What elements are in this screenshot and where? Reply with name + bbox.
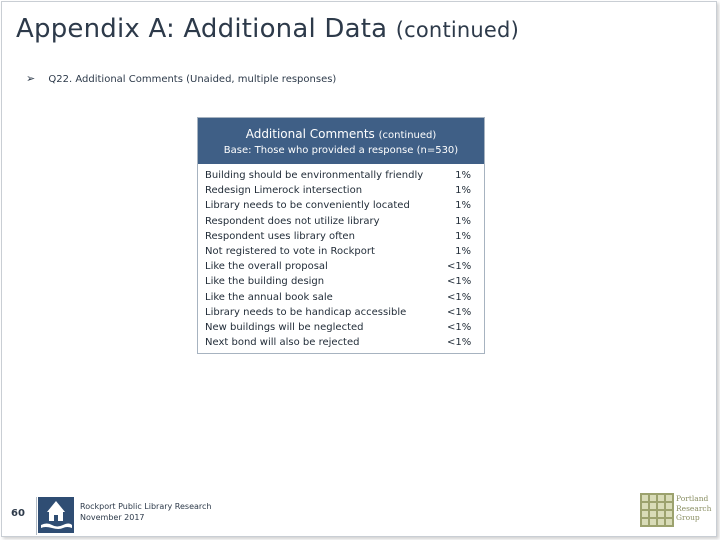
- question-bullet: ➢ Q22. Additional Comments (Unaided, mul…: [26, 72, 336, 85]
- row-label: Library needs to be handicap accessible: [205, 306, 407, 318]
- row-value: <1%: [447, 291, 472, 303]
- table-row: Like the annual book sale <1%: [198, 290, 484, 305]
- question-text: Q22. Additional Comments (Unaided, multi…: [48, 74, 337, 85]
- brand-line-3: Group: [676, 513, 700, 522]
- page-title: Appendix A: Additional Data (continued): [16, 14, 519, 44]
- table-row: Redesign Limerock intersection 1%: [198, 183, 484, 198]
- library-logo-icon: [38, 497, 74, 533]
- table-title-continued: (continued): [378, 130, 437, 141]
- footer-divider: [36, 497, 37, 535]
- table-row: New buildings will be neglected <1%: [198, 320, 484, 335]
- row-label: Building should be environmentally frien…: [205, 170, 424, 181]
- table-base: Base: Those who provided a response (n=5…: [223, 145, 459, 156]
- table-title-text: Additional Comments: [245, 127, 375, 141]
- brand-line-1: Portland: [676, 494, 709, 503]
- table-row: Respondent uses library often 1%: [198, 229, 484, 244]
- table-row: Next bond will also be rejected <1%: [198, 335, 484, 350]
- row-label: Respondent does not utilize library: [205, 215, 380, 227]
- table-row: Like the overall proposal <1%: [198, 259, 484, 274]
- brand-line-2: Research: [676, 503, 712, 513]
- row-label: Respondent uses library often: [205, 230, 355, 242]
- arrow-bullet-icon: ➢: [26, 72, 36, 85]
- footer-line-1: Rockport Public Library Research: [80, 502, 212, 511]
- row-value: 1%: [455, 230, 471, 242]
- row-value: 1%: [455, 200, 471, 212]
- title-continued: (continued): [395, 18, 519, 42]
- footer-caption: Rockport Public Library Research Novembe…: [80, 501, 212, 523]
- row-value: <1%: [447, 261, 472, 273]
- table-row: Library needs to be handicap accessible <…: [198, 305, 484, 320]
- row-label: New buildings will be neglected: [205, 321, 364, 333]
- table-header: Additional Comments (continued) Base: Th…: [198, 118, 484, 164]
- table-row: Building should be environmentally frien…: [198, 168, 484, 183]
- row-label: Like the building design: [205, 276, 325, 288]
- table-body: Building should be environmentally frien…: [198, 164, 484, 353]
- table-row: Library needs to be conveniently located…: [198, 198, 484, 213]
- brand-wordmark: Portland Research Group: [676, 494, 711, 523]
- table-row: Like the building design <1%: [198, 274, 484, 289]
- row-label: Like the annual book sale: [205, 291, 333, 303]
- row-label: Not registered to vote in Rockport: [205, 245, 375, 257]
- row-value: 1%: [455, 185, 471, 197]
- page-number: 60: [11, 508, 25, 519]
- table-title: Additional Comments (continued): [198, 127, 484, 141]
- table-row: Respondent does not utilize library 1%: [198, 214, 484, 229]
- row-value: 1%: [455, 170, 471, 181]
- row-value: <1%: [447, 306, 472, 318]
- row-value: <1%: [447, 321, 472, 333]
- row-label: Redesign Limerock intersection: [205, 185, 363, 197]
- row-label: Like the overall proposal: [205, 261, 328, 273]
- row-value: <1%: [447, 276, 472, 288]
- table-row: Not registered to vote in Rockport 1%: [198, 244, 484, 259]
- title-main: Appendix A: Additional Data: [16, 14, 388, 44]
- row-label: Library needs to be conveniently located: [205, 200, 410, 212]
- row-value: <1%: [447, 337, 472, 349]
- row-label: Next bond will also be rejected: [205, 337, 360, 349]
- row-value: 1%: [455, 245, 471, 257]
- row-value: 1%: [455, 215, 471, 227]
- portland-research-group-logo-icon: [640, 493, 674, 527]
- comments-table: Additional Comments (continued) Base: Th…: [197, 117, 485, 355]
- footer-line-2: November 2017: [80, 513, 145, 522]
